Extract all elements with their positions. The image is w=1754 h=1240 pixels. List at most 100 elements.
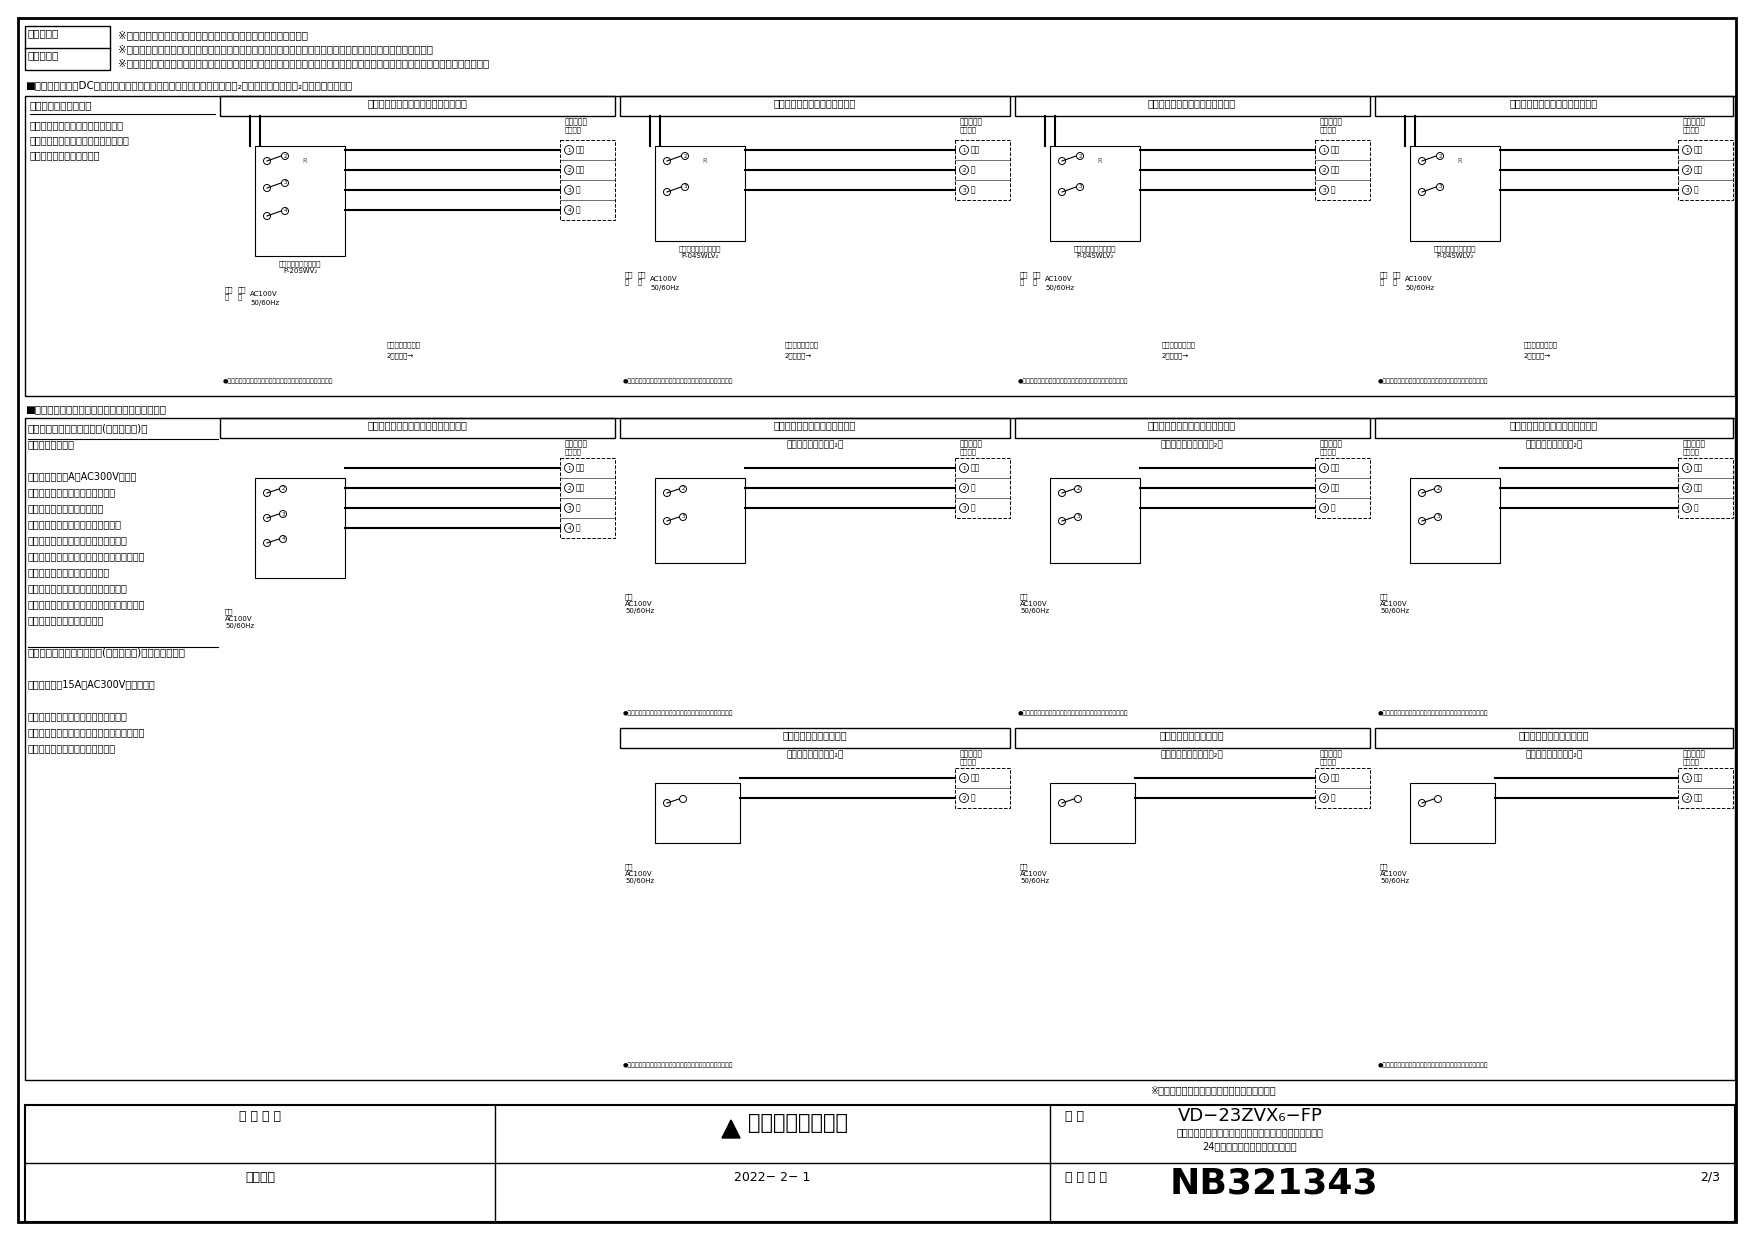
- Text: ●部分の接続部は市販のジョイントボックスに収めてください。: ●部分の接続部は市販のジョイントボックスに収めてください。: [1017, 378, 1128, 383]
- Text: 共通: 共通: [575, 165, 586, 175]
- Text: 2: 2: [1323, 167, 1326, 172]
- Bar: [219, 418, 616, 438]
- Text: 2: 2: [1079, 154, 1082, 159]
- Text: （３）コントロールスイッチ１個で: （３）コントロールスイッチ１個で: [28, 583, 128, 593]
- Text: 3: 3: [1323, 187, 1326, 192]
- Text: 接地
側: 接地 側: [1393, 272, 1401, 285]
- Text: 共通: 共通: [1331, 165, 1340, 175]
- Text: 換気扇本体: 換気扇本体: [1684, 749, 1707, 758]
- Text: 1: 1: [963, 148, 966, 153]
- Text: 1: 1: [1686, 775, 1689, 780]
- Text: 24時間換気機能付　定風量タイプ: 24時間換気機能付 定風量タイプ: [1203, 1141, 1298, 1151]
- Text: AC100V: AC100V: [251, 291, 277, 298]
- Text: ＤＣモーター搭載ダクト用換気扇が: ＤＣモーター搭載ダクト用換気扇が: [30, 135, 130, 145]
- Text: 換気扇本体: 換気扇本体: [959, 117, 984, 126]
- Text: 電源
側: 電源 側: [1021, 272, 1028, 285]
- Text: 換気扇本体: 換気扇本体: [1684, 117, 1707, 126]
- Bar: [954, 140, 1010, 200]
- Text: 単一風量設定仕様（弱）: 単一風量設定仕様（弱）: [782, 730, 847, 740]
- Text: ※仕様は場合により変更することがあります。: ※仕様は場合により変更することがあります。: [1151, 1085, 1275, 1095]
- Text: 電源
AC100V
50/60Hz: 電源 AC100V 50/60Hz: [225, 608, 254, 629]
- Text: 2: 2: [963, 796, 966, 801]
- Bar: [25, 26, 111, 69]
- Bar: [954, 768, 1010, 808]
- Text: 3: 3: [1079, 185, 1082, 190]
- Text: コントロールスイッチを: コントロールスイッチを: [28, 487, 116, 497]
- Text: 1: 1: [567, 465, 570, 470]
- Text: 強: 強: [575, 186, 581, 195]
- Text: 第 三 角 法: 第 三 角 法: [239, 1110, 281, 1123]
- Text: R: R: [303, 157, 307, 164]
- Text: 換気扇本体: 換気扇本体: [959, 749, 984, 758]
- Text: 3: 3: [684, 185, 688, 190]
- Text: １台運転できます。: １台運転できます。: [28, 615, 105, 625]
- Text: 共通: 共通: [1331, 484, 1340, 492]
- Text: ＤＣモーター搭載ダクト用換気扇が: ＤＣモーター搭載ダクト用換気扇が: [28, 599, 146, 609]
- Text: 3: 3: [963, 506, 966, 511]
- Bar: [654, 477, 745, 563]
- Text: 《例：Ｐ－１０ＳＷＬ₂》: 《例：Ｐ－１０ＳＷＬ₂》: [1161, 750, 1223, 759]
- Text: 弱: 弱: [575, 206, 581, 215]
- Text: 複数台運転の場合: 複数台運転の場合: [1524, 341, 1558, 347]
- Text: 複数台運転の場合: 複数台運転の場合: [1161, 341, 1196, 347]
- Bar: [1375, 728, 1733, 748]
- Bar: [954, 458, 1010, 518]
- Bar: [560, 140, 616, 219]
- Text: （１）コントロールスイッチ１個で: （１）コントロールスイッチ１個で: [30, 120, 125, 130]
- Text: 2: 2: [963, 486, 966, 491]
- Text: コントロールスイッチ
P-04SWLV₂: コントロールスイッチ P-04SWLV₂: [679, 246, 721, 259]
- Text: 2: 2: [684, 154, 688, 159]
- Text: 《例：Ｐ－１０ＳＷ₂》: 《例：Ｐ－１０ＳＷ₂》: [1526, 750, 1582, 759]
- Bar: [254, 477, 346, 578]
- Text: 弱: 弱: [1331, 503, 1335, 512]
- Text: 使用について: 使用について: [28, 439, 75, 449]
- Text: ●部分の接続部は市販のジョイントボックスに収めてください。: ●部分の接続部は市販のジョイントボックスに収めてください。: [623, 378, 733, 383]
- Text: AC100V: AC100V: [651, 277, 677, 281]
- Text: 共通: 共通: [1694, 165, 1703, 175]
- Text: 3: 3: [681, 515, 684, 520]
- Text: ●部分の接続部は市販のジョイントボックスに収めてください。: ●部分の接続部は市販のジョイントボックスに収めてください。: [623, 711, 733, 715]
- Text: 2: 2: [281, 486, 284, 491]
- Text: 弱: 弱: [972, 794, 975, 802]
- Text: 速結端子: 速結端子: [959, 448, 977, 455]
- Text: 2: 2: [681, 486, 684, 491]
- Text: 3: 3: [567, 187, 570, 192]
- Text: 2/3: 2/3: [1700, 1171, 1721, 1184]
- Text: ・複数台運転について: ・複数台運転について: [30, 100, 93, 110]
- Text: 共通: 共通: [1694, 774, 1703, 782]
- Text: 速結端子: 速結端子: [1684, 448, 1700, 455]
- Bar: [1051, 146, 1140, 241]
- Bar: [1679, 140, 1733, 200]
- Text: AC100V: AC100V: [1045, 277, 1073, 281]
- Text: 電源
AC100V
50/60Hz: 電源 AC100V 50/60Hz: [1021, 863, 1049, 884]
- Bar: [619, 418, 1010, 438]
- Text: 1: 1: [567, 148, 570, 153]
- Text: ■その他のコントロールスイッチを使用する場合: ■その他のコントロールスイッチを使用する場合: [25, 404, 167, 414]
- Text: 1: 1: [1323, 465, 1326, 470]
- Text: 強: 強: [575, 503, 581, 512]
- Bar: [25, 418, 1735, 1080]
- Text: 3: 3: [1686, 187, 1689, 192]
- Text: 電源
AC100V
50/60Hz: 電源 AC100V 50/60Hz: [1021, 593, 1049, 614]
- Bar: [654, 782, 740, 843]
- Text: 風量２設定切替仕様（強－弱）: 風量２設定切替仕様（強－弱）: [774, 420, 856, 430]
- Text: 強: 強: [1694, 503, 1698, 512]
- Text: 風量３設定切替仕様（急速－強－弱）: 風量３設定切替仕様（急速－強－弱）: [367, 98, 467, 108]
- Text: 電気結線図: 電気結線図: [26, 50, 58, 60]
- Text: 接地
側: 接地 側: [638, 272, 647, 285]
- Text: 換気扇本体: 換気扇本体: [1321, 439, 1344, 448]
- Text: 2: 2: [567, 167, 570, 172]
- Polygon shape: [723, 1120, 740, 1138]
- Text: 弱: 弱: [1331, 186, 1335, 195]
- Text: コントロールスイッチ
P-20SWV₂: コントロールスイッチ P-20SWV₂: [279, 260, 321, 274]
- Text: 強: 強: [972, 484, 975, 492]
- Text: VD−23ZVX₆−FP: VD−23ZVX₆−FP: [1177, 1107, 1323, 1125]
- Text: 整 理 番 号: 整 理 番 号: [1065, 1171, 1107, 1184]
- Text: 《例：Ｐ－１０ＳＷ₂》: 《例：Ｐ－１０ＳＷ₂》: [786, 750, 844, 759]
- Text: 複数台運転の場合: 複数台運転の場合: [388, 341, 421, 347]
- Text: 急速: 急速: [1694, 464, 1703, 472]
- Text: 50/60Hz: 50/60Hz: [1045, 285, 1073, 291]
- Text: 強: 強: [972, 165, 975, 175]
- Text: 3: 3: [567, 506, 570, 511]
- Text: 速結端子: 速結端子: [1684, 126, 1700, 133]
